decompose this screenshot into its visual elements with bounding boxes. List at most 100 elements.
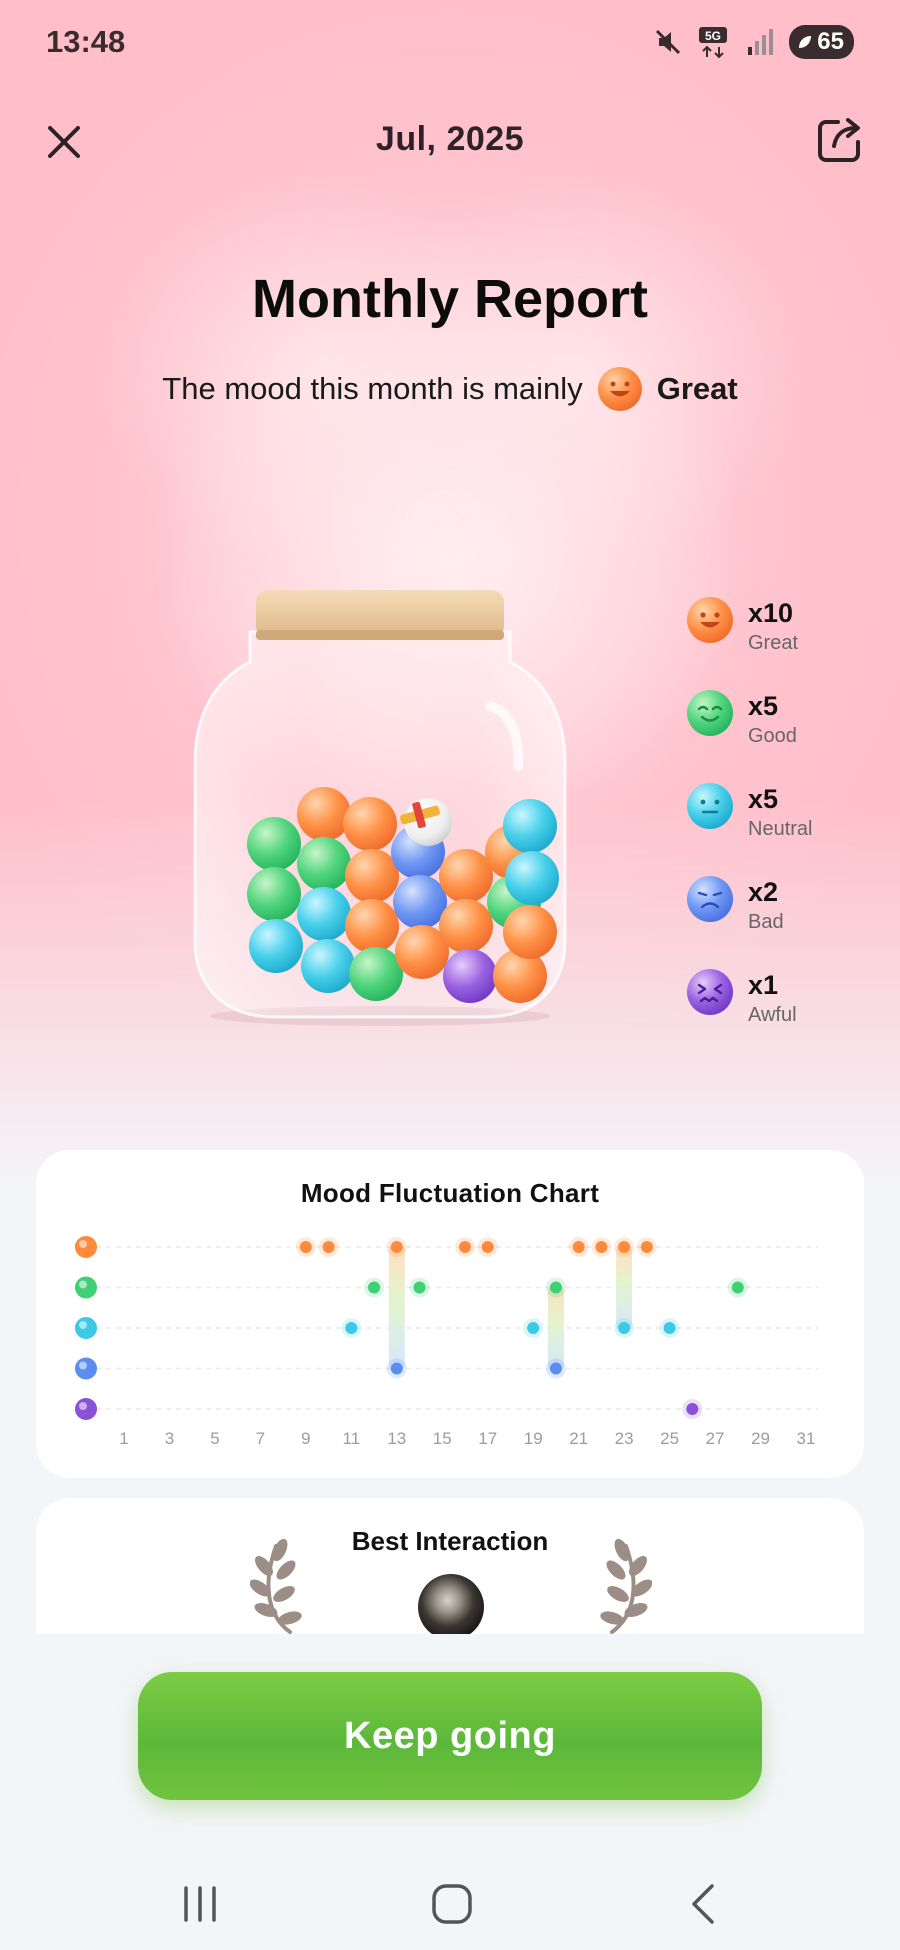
good-level-icon [75,1276,97,1299]
point-day-17-great [481,1241,494,1253]
legend-item-good: x5 Good [686,689,886,782]
x-tick-31: 31 [797,1429,816,1448]
x-tick-7: 7 [256,1429,265,1448]
x-tick-5: 5 [210,1429,219,1448]
leaf-icon [799,36,812,48]
legend-label-awful: Awful [748,1004,797,1026]
mood-fluctuation-card: Mood Fluctuation Chart 1 3 5 7 9 11 13 15 17 19 21… [36,1150,864,1478]
bad-level-icon-shine [79,1361,87,1370]
point-day-23-great [618,1241,631,1253]
great-level-icon [75,1236,97,1258]
status-bar: 13:48 5G 65 [0,0,900,86]
legend-label-great: Great [748,632,799,654]
x-tick-15: 15 [433,1429,452,1448]
x-tick-1: 1 [119,1429,128,1448]
mood-fluctuation-chart: 1 3 5 7 9 11 13 15 17 19 21 23 25 27 29 31 [75,1236,818,1448]
neutral-face-icon [687,783,733,829]
x-tick-25: 25 [660,1429,679,1448]
x-tick-3: 3 [165,1429,174,1448]
point-day-14-good [413,1281,426,1294]
point-day-24-great [640,1241,653,1253]
signal-icon [748,29,774,55]
legend-count-good: x5 [748,691,779,721]
point-day-9-great [299,1241,312,1253]
legend-label-neutral: Neutral [748,818,813,840]
point-day-23-neutral [618,1322,631,1334]
legend-item-great: x10 Great [686,596,886,689]
bad-level-icon [75,1357,97,1380]
great-face-icon [687,597,733,643]
point-day-21-great [572,1241,585,1253]
battery-indicator: 65 [789,25,854,59]
close-icon[interactable] [40,118,88,166]
x-tick-17: 17 [478,1429,497,1448]
x-tick-21: 21 [569,1429,588,1448]
legend-item-neutral: x5 Neutral [686,782,886,875]
good-level-icon-shine [79,1280,87,1289]
chart-title: Mood Fluctuation Chart [300,1178,600,1208]
legend-item-bad: x2 Bad [686,875,886,968]
legend-count-great: x10 [748,598,794,628]
battery-level: 65 [817,28,844,55]
share-icon[interactable] [812,114,866,168]
home-icon[interactable] [422,1874,482,1934]
point-day-16-great [459,1241,471,1253]
header: Jul, 2025 [0,100,900,180]
point-day-28-good [731,1281,744,1294]
laurel-left-icon [250,1538,302,1634]
neutral-level-icon-shine [79,1321,87,1329]
recent-apps-icon[interactable] [170,1874,230,1934]
main-mood-label: Great [656,371,738,406]
mood-legend: x10 Great x5 Good x5 Neutral x2 Bad [686,596,886,1061]
point-day-19-neutral [527,1322,540,1334]
great-face-icon [597,367,642,411]
awful-level-icon-shine [79,1402,87,1410]
range-bar-day-23 [616,1245,633,1330]
legend-count-neutral: x5 [748,784,779,814]
point-day-13-bad [390,1362,403,1375]
point-day-11-neutral [345,1322,358,1334]
avatar[interactable] [418,1574,484,1634]
great-level-icon-shine [79,1240,87,1248]
point-day-13-great [390,1241,403,1253]
laurel-right-icon [600,1538,652,1634]
x-tick-19: 19 [524,1429,543,1448]
status-icons: 5G 65 [653,24,854,60]
status-time: 13:48 [46,24,126,59]
point-day-20-bad [549,1362,562,1375]
legend-label-bad: Bad [748,911,784,933]
svg-text:5G: 5G [705,29,721,43]
point-day-20-good [549,1281,562,1294]
back-icon[interactable] [674,1874,734,1934]
x-tick-11: 11 [343,1429,361,1448]
keep-going-button[interactable]: Keep going [138,1672,762,1800]
point-day-12-good [368,1281,381,1294]
range-bar-day-13 [388,1245,405,1371]
legend-count-bad: x2 [748,877,779,907]
x-tick-23: 23 [615,1429,634,1448]
neutral-level-icon [75,1317,97,1339]
network-5g-icon: 5G [699,27,728,59]
range-bar-day-20 [547,1285,564,1371]
point-day-10-great [322,1241,335,1253]
x-tick-13: 13 [387,1429,406,1448]
point-day-26-awful [686,1403,699,1415]
mood-summary: The mood this month is mainly Great [0,366,900,412]
system-nav-bar [0,1856,900,1936]
mood-jar [193,590,567,1026]
good-face-icon [687,690,733,736]
point-day-22-great [595,1241,608,1253]
legend-label-good: Good [748,725,797,747]
best-interaction-title: Best Interaction [351,1526,549,1556]
summary-text: The mood this month is mainly [162,371,583,406]
month-title[interactable]: Jul, 2025 [375,120,525,158]
legend-count-awful: x1 [748,970,779,1000]
bad-face-icon [687,876,733,922]
awful-level-icon [75,1398,97,1420]
mute-icon [656,29,681,55]
x-tick-9: 9 [301,1429,310,1448]
best-interaction-card[interactable]: Best Interaction [36,1498,864,1634]
point-day-25-neutral [663,1322,676,1334]
legend-item-awful: x1 Awful [686,968,886,1061]
x-tick-27: 27 [706,1429,725,1448]
